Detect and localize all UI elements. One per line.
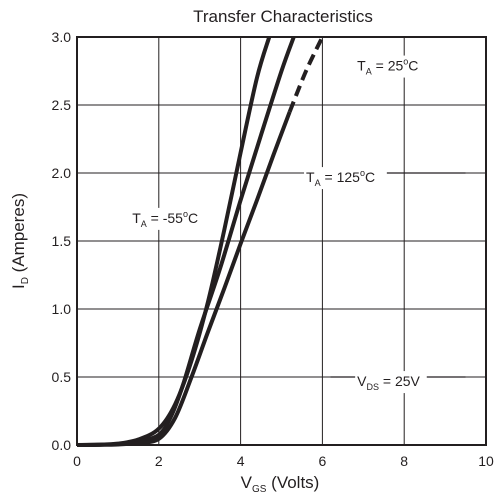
series-line-2-dashed [287, 36, 325, 113]
ann-vds-bg [355, 371, 427, 394]
annotation-leaders [306, 172, 466, 378]
ann-25-label: TA = 25oC [357, 57, 418, 77]
annotations: TA = 25oC TA = 125oC TA = -55oC VDS = 25V [130, 55, 430, 394]
y-tick-label: 0.0 [52, 437, 72, 453]
y-tick-label: 1.5 [52, 233, 72, 249]
x-tick-label: 2 [155, 453, 163, 469]
grid-lines [77, 37, 486, 445]
x-tick-label: 10 [478, 453, 494, 469]
ann-vds-label: VDS = 25V [357, 373, 420, 392]
chart-title: Transfer Characteristics [193, 7, 373, 26]
x-tick-label: 4 [237, 453, 245, 469]
y-tick-label: 0.5 [52, 369, 72, 385]
y-tick-label: 2.5 [52, 97, 72, 113]
ann-m55-label: TA = -55oC [132, 209, 198, 229]
x-tick-label: 8 [400, 453, 408, 469]
ann-125-bg [304, 167, 387, 190]
x-axis-label-main: V [241, 473, 253, 492]
y-axis-label-main: I [9, 284, 28, 289]
x-tick-label: 6 [319, 453, 327, 469]
y-tick-label: 2.0 [52, 165, 72, 181]
series-line-2-solid [76, 111, 292, 447]
ann-m55-bg [130, 207, 214, 230]
plot-frame [76, 36, 487, 446]
y-axis-label: ID (Amperes) [9, 193, 31, 289]
x-tick-labels: 0 2 4 6 8 10 [73, 453, 494, 469]
x-axis-label-suffix: (Volts) [266, 473, 319, 492]
ann-125-label: TA = 125oC [306, 168, 375, 188]
y-tick-label: 3.0 [52, 29, 72, 45]
y-axis-label-suffix: (Amperes) [9, 193, 28, 277]
ann-25-bg [355, 55, 430, 78]
y-axis-label-sub: D [20, 277, 31, 284]
x-axis-label-sub: GS [252, 484, 267, 495]
y-tick-label: 1.0 [52, 301, 72, 317]
x-tick-label: 0 [73, 453, 81, 469]
y-tick-labels: 0.0 0.5 1.0 1.5 2.0 2.5 3.0 [52, 29, 72, 453]
x-axis-label: VGS (Volts) [241, 473, 320, 495]
